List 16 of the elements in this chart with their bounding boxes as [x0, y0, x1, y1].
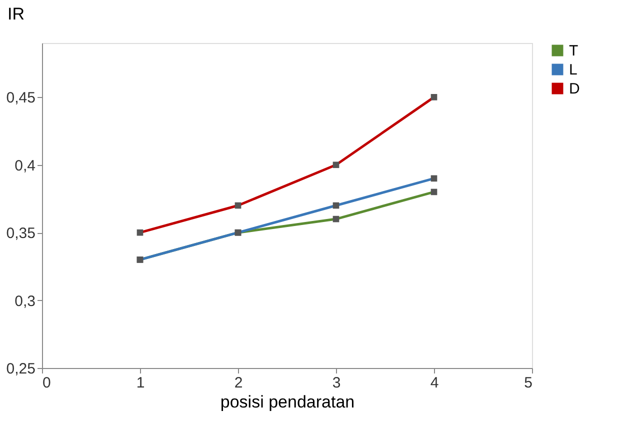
legend-label: D: [569, 80, 580, 98]
x-tick-label: 0: [42, 374, 51, 392]
x-tick-label: 3: [332, 374, 341, 392]
y-tick-label: 0,3: [14, 292, 36, 310]
x-axis-title: posisi pendaratan: [220, 392, 355, 412]
y-tick-label: 0,4: [14, 157, 36, 174]
x-tick-label: 1: [136, 374, 145, 392]
y-tick-label: 0,25: [6, 360, 36, 378]
x-tick-label: 4: [430, 374, 439, 392]
y-tick-label: 0,45: [6, 90, 36, 107]
y-axis-title: IR: [8, 4, 24, 24]
legend-label: T: [569, 42, 578, 60]
x-tick-label: 2: [234, 374, 243, 392]
x-tick-label: 5: [524, 374, 532, 392]
legend-label: L: [569, 62, 578, 78]
y-tick-label: 0,35: [6, 225, 36, 242]
